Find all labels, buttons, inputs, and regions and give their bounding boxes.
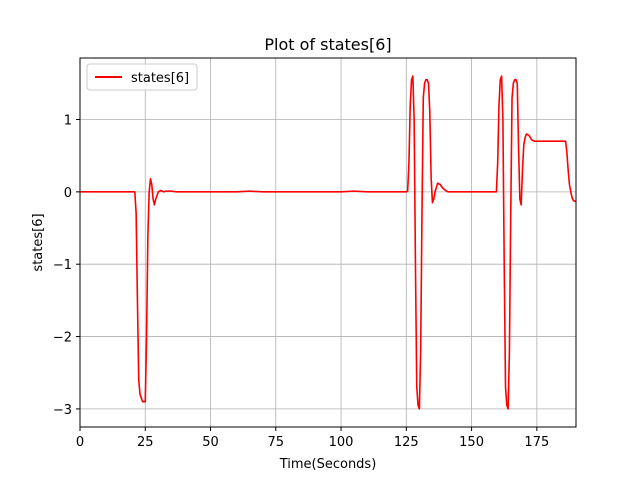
y-tick-label: −2: [53, 331, 72, 346]
series-layer: [80, 75, 576, 410]
legend-box: [86, 63, 198, 91]
series-line: [80, 75, 576, 410]
x-axis: 0 25 50 75 100 125 150 175: [76, 427, 549, 450]
x-tick-label: 0: [76, 435, 84, 450]
y-axis: −3 −2 −1 0 1: [53, 114, 80, 418]
y-tick-label: 1: [64, 114, 72, 129]
x-tick-label: 125: [394, 435, 419, 450]
y-tick-label: 0: [64, 186, 72, 201]
grid: [79, 58, 576, 427]
chart-title: Plot of states[6]: [264, 35, 391, 54]
x-tick-label: 175: [524, 435, 549, 450]
y-tick-label: −3: [53, 403, 72, 418]
legend: states[6]: [86, 63, 198, 91]
legend-label: states[6]: [131, 71, 189, 86]
x-tick-label: 100: [329, 435, 354, 450]
plot-frame: [79, 57, 577, 428]
y-tick-label: −1: [53, 258, 72, 273]
x-tick-label: 50: [202, 435, 219, 450]
y-axis-label: states[6]: [31, 213, 46, 271]
x-tick-label: 150: [459, 435, 484, 450]
x-tick-label: 25: [137, 435, 154, 450]
x-tick-label: 75: [268, 435, 285, 450]
x-axis-label: Time(Seconds): [279, 457, 377, 472]
